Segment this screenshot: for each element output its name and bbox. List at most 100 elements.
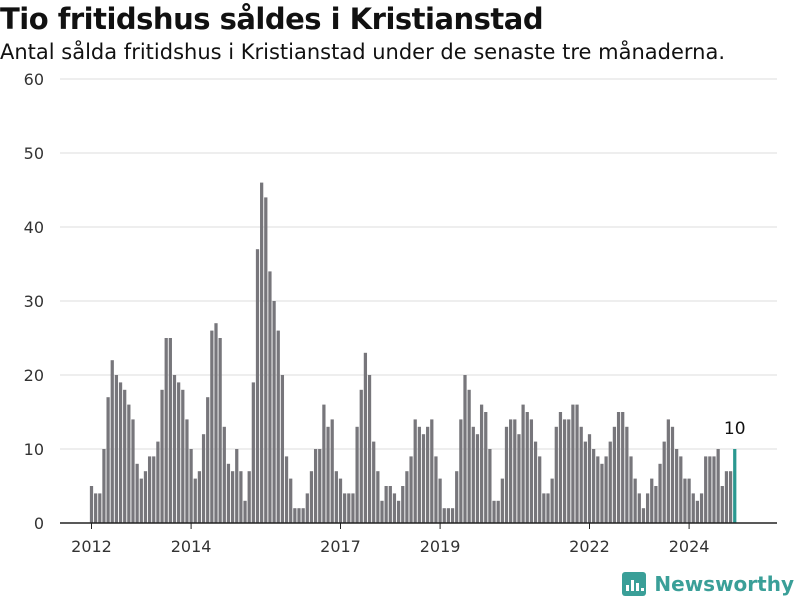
bar [450, 508, 455, 523]
bar [127, 404, 131, 523]
bar [272, 301, 276, 523]
bar [343, 493, 347, 523]
bar [230, 471, 235, 523]
bar [351, 493, 355, 523]
x-tick-label: 2019 [420, 537, 461, 556]
bar [280, 375, 285, 523]
bar [687, 478, 691, 523]
highlight-value-label: 10 [724, 419, 746, 439]
bar [542, 493, 546, 523]
brand-logo: Newsworthy [622, 572, 794, 596]
bar [438, 478, 442, 523]
bar [621, 412, 625, 523]
bar [583, 441, 587, 523]
bar [301, 508, 305, 523]
bar [442, 508, 446, 523]
bar [484, 412, 488, 523]
bar [509, 419, 513, 523]
bar [334, 471, 338, 523]
brand-name: Newsworthy [654, 572, 794, 596]
bar [463, 375, 467, 523]
bar [596, 456, 600, 523]
bar [459, 419, 463, 523]
newsworthy-logo-icon [622, 572, 647, 596]
bar [89, 486, 94, 523]
chart-subtitle: Antal sålda fritidshus i Kristianstad un… [0, 40, 726, 64]
bar [426, 426, 430, 523]
bar [380, 500, 384, 523]
bar [193, 478, 197, 523]
bar [409, 456, 413, 523]
bar [504, 426, 509, 523]
bar [243, 500, 247, 523]
bar [106, 397, 110, 523]
bar [446, 508, 451, 523]
bar [728, 471, 733, 523]
bar [396, 500, 401, 523]
bar [98, 493, 102, 523]
bar [500, 478, 504, 523]
bar [135, 463, 139, 523]
bar [538, 456, 542, 523]
bar [239, 471, 243, 523]
bar [318, 449, 322, 523]
bar [131, 419, 135, 523]
y-tick-label: 60 [24, 70, 44, 89]
bar [392, 493, 397, 523]
bar [666, 419, 670, 523]
bar [189, 449, 193, 523]
bar [235, 449, 239, 523]
bar [376, 471, 380, 523]
bar [637, 493, 641, 523]
bar [94, 493, 98, 523]
bar [662, 441, 666, 523]
bar [168, 338, 172, 523]
bar [720, 486, 724, 523]
bar [417, 426, 421, 523]
bar [405, 471, 409, 523]
bar [143, 471, 148, 523]
bar [123, 389, 127, 523]
bar [255, 249, 260, 523]
bar [475, 434, 480, 523]
bar [172, 375, 177, 523]
bar [177, 382, 181, 523]
y-tick-label: 50 [24, 144, 44, 163]
bar [683, 478, 687, 523]
x-tick-label: 2017 [320, 537, 361, 556]
bar [455, 471, 459, 523]
bar [492, 500, 496, 523]
bar [675, 449, 679, 523]
bar [679, 456, 683, 523]
bar [434, 456, 438, 523]
bar [152, 456, 156, 523]
bar [592, 449, 596, 523]
chart-title: Tio fritidshus såldes i Kristianstad [0, 2, 544, 36]
bar [612, 426, 617, 523]
bar [181, 389, 185, 523]
bar [488, 449, 492, 523]
bar [629, 456, 633, 523]
bar [276, 330, 280, 523]
x-tick-label: 2024 [669, 537, 710, 556]
bar [147, 456, 152, 523]
bar [525, 412, 529, 523]
bar [338, 478, 343, 523]
bar [695, 500, 700, 523]
bar [471, 426, 475, 523]
bar [562, 419, 567, 523]
bar [305, 493, 309, 523]
y-tick-label: 0 [34, 514, 44, 533]
bar [658, 463, 662, 523]
bar [222, 426, 226, 523]
x-tick-label: 2012 [71, 537, 112, 556]
bar [268, 271, 272, 523]
bar [284, 456, 289, 523]
bar [156, 441, 160, 523]
bar [625, 426, 629, 523]
bar [363, 352, 368, 523]
bar-chart: 0 10 20 30 40 50 60 2012 2014 2017 2019 2022 2024 10 [24, 70, 777, 556]
bar [699, 493, 704, 523]
bar [529, 419, 534, 523]
bar [691, 493, 695, 523]
